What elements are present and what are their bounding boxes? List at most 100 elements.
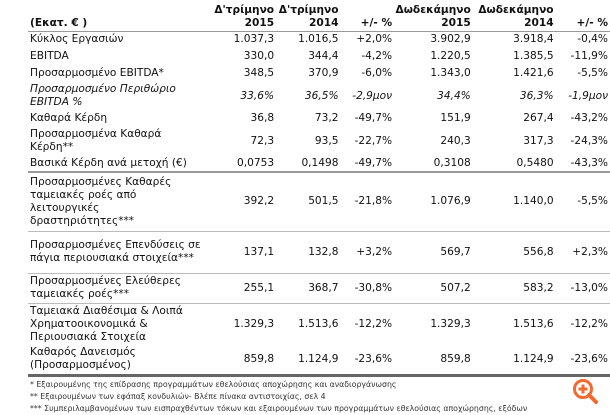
cell-value: +2,0%: [356, 33, 393, 46]
cell-value: -2,9μον: [352, 89, 393, 102]
cell-value: 34,4%: [437, 89, 471, 102]
cell-value: 1.037,3: [233, 33, 275, 46]
cell-value: -1,9μον: [568, 89, 608, 102]
cell-value: 370,9: [308, 67, 339, 79]
cell-value: 1.385,5: [513, 50, 554, 62]
cell-value: 3.902,9: [430, 33, 471, 46]
cell-value: -49,7%: [354, 112, 393, 124]
cell-value: 0,0753: [205, 155, 277, 173]
unit-label: (Εκατ. € ): [28, 0, 206, 32]
cell-value: 93,5: [314, 134, 339, 147]
cell-value: 583,2: [472, 273, 556, 304]
table-row: Καθαρός Δανεισμός (Προσαρμοσμένος) 859,8 1…: [28, 345, 610, 377]
cell-value: 36,3%: [519, 89, 554, 102]
cell-value: 1.016,5: [298, 33, 339, 46]
cell-value: 556,8: [472, 231, 556, 274]
table-row: Προσαρμοσμένες Επενδύσεις σε πάγια περιο…: [28, 231, 610, 274]
footnote-1: * Εξαιρουμένης της επίδρασης προγραμμάτω…: [30, 380, 397, 389]
cell-value: 33,6%: [240, 89, 275, 102]
footnote-2: ** Εξαιρουμένων των εφάπαξ κονδυλιών- Βλ…: [30, 392, 326, 401]
cell-value: 569,7: [394, 231, 473, 274]
col-header-fy-change: +/- %: [555, 0, 610, 32]
cell-value: -49,7%: [340, 155, 395, 173]
cell-value: -6,0%: [361, 67, 393, 79]
zoom-in-icon[interactable]: [572, 378, 598, 404]
cell-value: 330,0: [243, 50, 275, 62]
row-label: Προσαρμοσμένες Καθαρές ταμειακές ροές απ…: [28, 172, 206, 232]
cell-value: 344,4: [308, 50, 339, 62]
cell-value: 36,8: [250, 112, 275, 124]
cell-value: 1.329,3: [233, 317, 275, 330]
cell-value: -30,8%: [340, 273, 395, 304]
row-label: Προσαρμοσμένα Καθαρά Κέρδη**: [30, 128, 162, 153]
row-label: Προσαρμοσμένο EBITDA*: [30, 67, 164, 79]
cell-value: 507,2: [394, 273, 473, 304]
table-row: Προσαρμοσμένες Καθαρές ταμειακές ροές απ…: [28, 172, 610, 232]
col-header-fy-2014: Δωδεκάμηνο 2014: [472, 0, 556, 32]
table-row: Κύκλος Εργασιών 1.037,3 1.016,5 +2,0% 3.902,…: [28, 31, 610, 48]
cell-value: 1.343,0: [430, 67, 471, 79]
row-label: EBITDA: [30, 50, 69, 62]
table-row: Προσαρμοσμένο EBITDA* 348,5 370,9 -6,0% 1.34…: [28, 65, 610, 82]
cell-value: -21,8%: [340, 172, 395, 232]
row-label: Προσαρμοσμένες Ελεύθερες ταμειακές ροές*…: [28, 273, 206, 304]
row-label: Βασικά Κέρδη ανά μετοχή (€): [28, 155, 206, 173]
cell-value: 137,1: [205, 231, 277, 274]
cell-value: -5,5%: [555, 172, 610, 232]
table-row: Ταμειακά Διαθέσιμα & Λοιπά Χρηματοοικονο…: [28, 303, 610, 345]
cell-value: 72,3: [250, 134, 275, 147]
cell-value: 0,5480: [472, 155, 556, 173]
footnotes: * Εξαιρουμένης της επίδρασης προγραμμάτω…: [30, 379, 527, 415]
financial-results-table: (Εκατ. € ) Δ'τρίμηνο 2015 Δ'τρίμηνο 2014 +…: [28, 0, 610, 377]
row-label: Καθαρός Δανεισμός (Προσαρμοσμένος): [28, 345, 206, 377]
table-row: EBITDA 330,0 344,4 -4,2% 1.220,5 1.385,5 -11,9…: [28, 48, 610, 65]
cell-value: -11,9%: [570, 50, 608, 62]
cell-value: 392,2: [205, 172, 277, 232]
cell-value: -43,3%: [555, 155, 610, 173]
cell-value: 3.918,4: [513, 33, 554, 46]
cell-value: 151,9: [440, 112, 471, 124]
financial-table-container: (Εκατ. € ) Δ'τρίμηνο 2015 Δ'τρίμηνο 2014 +…: [28, 0, 610, 377]
cell-value: 1.513,6: [513, 317, 554, 330]
cell-value: 368,7: [276, 273, 341, 304]
cell-value: 36,5%: [304, 89, 339, 102]
row-label: Καθαρά Κέρδη: [30, 112, 108, 124]
cell-value: 73,2: [314, 112, 339, 124]
table-row: Βασικά Κέρδη ανά μετοχή (€) 0,0753 0,1498-…: [28, 155, 610, 173]
col-header-q4-2015: Δ'τρίμηνο 2015: [205, 0, 277, 32]
cell-value: -23,6%: [555, 345, 610, 377]
row-label: Προσαρμοσμένες Επενδύσεις σε πάγια περιο…: [28, 231, 206, 274]
cell-value: -12,2%: [570, 317, 608, 330]
row-label: Κύκλος Εργασιών: [30, 33, 124, 46]
footnote-3: *** Συμπεριλαμβανομένων των εισπραχθέντω…: [30, 404, 528, 413]
cell-value: 1.076,9: [394, 172, 473, 232]
header-row: (Εκατ. € ) Δ'τρίμηνο 2015 Δ'τρίμηνο 2014 +…: [28, 0, 610, 32]
cell-value: 1.220,5: [430, 50, 471, 62]
cell-value: -22,7%: [354, 134, 393, 147]
cell-value: 0,3108: [394, 155, 473, 173]
cell-value: +2,3%: [555, 231, 610, 274]
cell-value: 1.513,6: [298, 317, 339, 330]
cell-value: 1.140,0: [472, 172, 556, 232]
cell-value: 859,8: [394, 345, 473, 377]
cell-value: -0,4%: [577, 33, 608, 46]
cell-value: +3,2%: [340, 231, 395, 274]
row-label: Προσαρμοσμένο Περιθώριο EBITDA %: [30, 83, 176, 108]
col-header-q4-2014: Δ'τρίμηνο 2014: [276, 0, 341, 32]
cell-value: 501,5: [276, 172, 341, 232]
cell-value: -13,0%: [555, 273, 610, 304]
cell-value: 240,3: [440, 134, 471, 147]
cell-value: 1.124,9: [472, 345, 556, 377]
cell-value: 1.329,3: [430, 317, 471, 330]
table-row: Καθαρά Κέρδη 36,8 73,2 -49,7% 151,9 267,4 -43,…: [28, 110, 610, 127]
col-header-fy-2015: Δωδεκάμηνο 2015: [394, 0, 473, 32]
table-row: Προσαρμοσμένα Καθαρά Κέρδη** 72,3 93,5 -22,…: [28, 127, 610, 155]
cell-value: 255,1: [205, 273, 277, 304]
cell-value: -43,2%: [570, 112, 608, 124]
cell-value: -23,6%: [340, 345, 395, 377]
cell-value: 859,8: [205, 345, 277, 377]
cell-value: 132,8: [276, 231, 341, 274]
cell-value: 348,5: [243, 67, 275, 79]
cell-value: 267,4: [523, 112, 554, 124]
table-row: Προσαρμοσμένο Περιθώριο EBITDA % 33,6% 36,…: [28, 82, 610, 110]
